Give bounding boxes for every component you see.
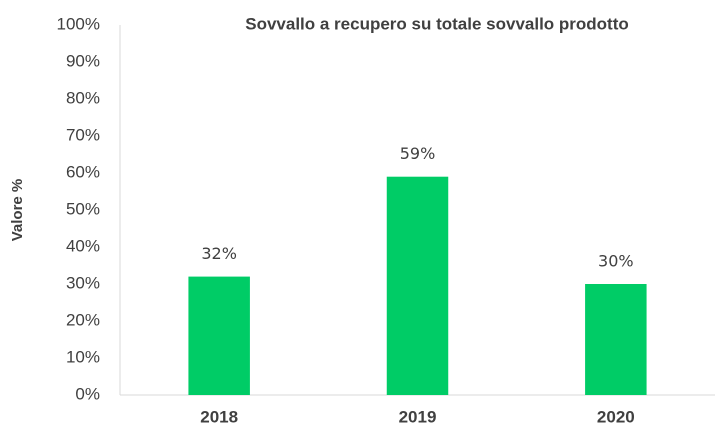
y-tick-label: 60% [66,162,100,181]
y-tick-label: 50% [66,199,100,218]
bar [585,284,647,395]
y-tick-label: 90% [66,51,100,70]
y-axis-label: Valore % [9,179,26,242]
x-tick-label: 2020 [597,407,635,426]
value-label: 59% [400,144,436,163]
y-tick-label: 0% [75,384,100,403]
y-tick-label: 80% [66,88,100,107]
bar [386,176,449,395]
y-tick-label: 40% [66,236,100,255]
y-tick-label: 20% [66,310,100,329]
value-label: 32% [201,244,237,263]
y-tick-label: 100% [57,14,100,33]
y-tick-label: 10% [66,347,100,366]
y-tick-label: 30% [66,273,100,292]
y-tick-label: 70% [66,125,100,144]
bar [188,276,250,395]
chart-title: Sovvallo a recupero su totale sovvallo p… [245,14,629,33]
x-tick-label: 2019 [399,407,437,426]
value-label: 30% [598,252,634,271]
x-tick-label: 2018 [200,407,238,426]
